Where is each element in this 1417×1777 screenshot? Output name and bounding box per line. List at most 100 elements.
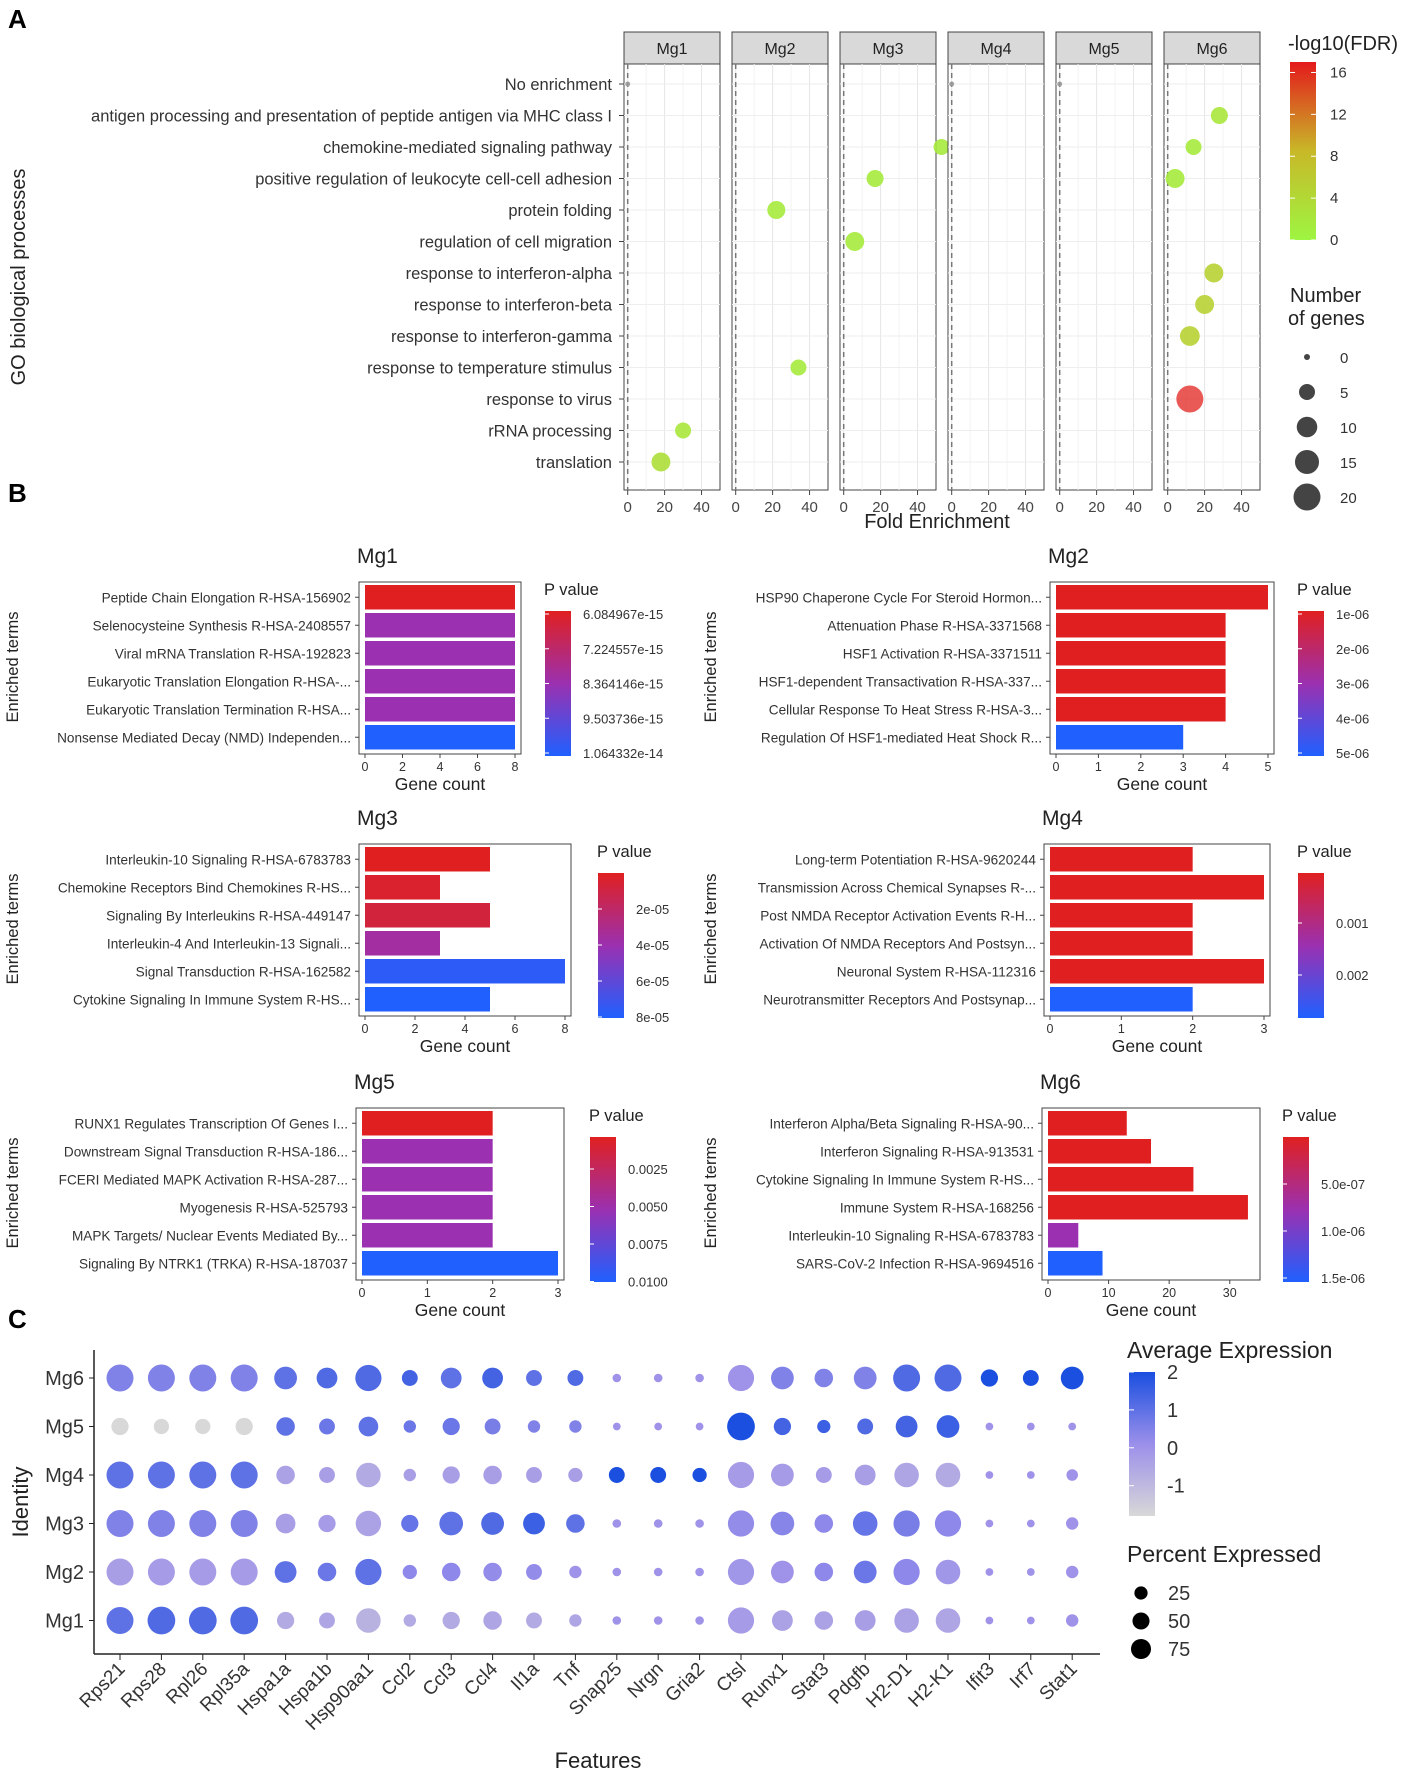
expression-dot bbox=[814, 1611, 834, 1630]
bar-label: Chemokine Receptors Bind Chemokines R-HS… bbox=[58, 880, 351, 895]
expression-dot bbox=[1026, 1568, 1035, 1576]
expression-dot bbox=[401, 1514, 419, 1533]
expression-dot bbox=[356, 1462, 381, 1488]
go-point bbox=[625, 81, 631, 87]
go-point bbox=[1185, 139, 1202, 155]
expression-dot bbox=[195, 1418, 211, 1435]
x-tick-label: 40 bbox=[1125, 499, 1142, 516]
identity-label: Mg3 bbox=[45, 1514, 84, 1536]
x-tick-label: 40 bbox=[801, 499, 818, 516]
expression-dot bbox=[695, 1567, 704, 1577]
go-term-label: No enrichment bbox=[505, 76, 613, 94]
x-tick-label: 1 bbox=[424, 1286, 431, 1300]
x-axis-title: Gene count bbox=[395, 774, 486, 794]
go-term-label: response to interferon-gamma bbox=[391, 328, 613, 346]
size-legend-dot bbox=[1294, 449, 1320, 475]
expression-dot bbox=[230, 1461, 258, 1489]
pvalue-legend-label: 6.084967e-15 bbox=[583, 607, 663, 622]
bar-label: Interleukin-10 Signaling R-HSA-6783783 bbox=[105, 852, 351, 867]
x-tick-label: 0 bbox=[1164, 499, 1172, 516]
expression-dot bbox=[934, 1510, 962, 1537]
bar-chart-title: Mg1 bbox=[357, 545, 398, 568]
expression-dot bbox=[727, 1461, 755, 1489]
x-tick-label: 3 bbox=[555, 1286, 562, 1300]
feature-label: Rps21 bbox=[76, 1659, 130, 1713]
expression-dot bbox=[147, 1558, 175, 1586]
x-tick-label: 0 bbox=[732, 499, 740, 516]
bar-label: Post NMDA Receptor Activation Events R-H… bbox=[760, 908, 1036, 923]
bar-label: Neuronal System R-HSA-112316 bbox=[837, 964, 1036, 979]
expression-dot bbox=[189, 1461, 217, 1489]
expression-dot bbox=[483, 1611, 502, 1630]
identity-label: Mg2 bbox=[45, 1562, 84, 1584]
expression-dot bbox=[526, 1564, 542, 1580]
legend-title: P value bbox=[544, 581, 599, 599]
expression-dot bbox=[106, 1510, 134, 1537]
expression-dot bbox=[274, 1561, 297, 1583]
y-axis-title: Enriched terms bbox=[4, 874, 22, 985]
bar bbox=[362, 1111, 493, 1136]
bar bbox=[365, 931, 440, 956]
expression-dot bbox=[235, 1417, 253, 1436]
expression-legend-label: 0 bbox=[1167, 1438, 1178, 1460]
go-point bbox=[790, 359, 807, 376]
bar-label: Downstream Signal Transduction R-HSA-186… bbox=[64, 1144, 348, 1159]
expression-dot bbox=[893, 1510, 920, 1537]
pvalue-legend-label: 0.0100 bbox=[628, 1275, 668, 1290]
go-point bbox=[933, 139, 950, 155]
expression-dot bbox=[526, 1612, 542, 1629]
x-tick-label: 0 bbox=[362, 1022, 369, 1036]
feature-label: Gria2 bbox=[661, 1659, 709, 1707]
bar bbox=[365, 697, 515, 722]
bar bbox=[365, 613, 515, 638]
expression-dot bbox=[527, 1420, 541, 1433]
expression-dot bbox=[356, 1608, 381, 1633]
size-legend-title: Percent Expressed bbox=[1127, 1541, 1321, 1567]
bar bbox=[365, 669, 515, 694]
x-tick-label: 0 bbox=[624, 499, 632, 516]
facet-label: Mg5 bbox=[1088, 41, 1119, 58]
x-tick-label: 0 bbox=[840, 499, 848, 516]
y-axis-title: Enriched terms bbox=[702, 1138, 720, 1249]
expression-dot bbox=[1022, 1370, 1039, 1386]
x-axis-title: Gene count bbox=[1112, 1036, 1203, 1056]
bar bbox=[1050, 903, 1193, 928]
go-point bbox=[675, 422, 692, 439]
bar-label: Nonsense Mediated Decay (NMD) Independen… bbox=[57, 730, 351, 745]
bar bbox=[1056, 725, 1184, 750]
expression-dot bbox=[853, 1366, 877, 1390]
go-point bbox=[866, 169, 884, 188]
legend-title: P value bbox=[1282, 1107, 1337, 1125]
go-point bbox=[1176, 385, 1204, 413]
expression-dot bbox=[985, 1568, 994, 1576]
panel-letter-b: B bbox=[8, 478, 27, 508]
pvalue-legend-label: 1.064332e-14 bbox=[583, 746, 663, 761]
size-legend-label: 5 bbox=[1340, 385, 1348, 402]
feature-label: Tnf bbox=[551, 1658, 586, 1693]
expression-legend-label: 1 bbox=[1167, 1400, 1178, 1422]
expression-dot bbox=[569, 1565, 582, 1579]
panel-letter-a: A bbox=[8, 4, 27, 34]
expression-dot bbox=[568, 1467, 583, 1483]
pvalue-legend-bar bbox=[1283, 1137, 1309, 1282]
bar bbox=[1050, 987, 1193, 1012]
size-legend-dot bbox=[1296, 416, 1318, 438]
expression-dot bbox=[695, 1519, 704, 1528]
bar bbox=[1056, 641, 1226, 666]
facet-panel bbox=[947, 63, 1045, 491]
legend-title: P value bbox=[597, 843, 652, 861]
pvalue-legend-label: 0.001 bbox=[1336, 916, 1369, 931]
facet-strip bbox=[623, 31, 721, 65]
expression-dot bbox=[401, 1370, 418, 1386]
expression-dot bbox=[852, 1511, 878, 1536]
facet-label: Mg6 bbox=[1196, 41, 1227, 58]
bar-label: Signaling By NTRK1 (TRKA) R-HSA-187037 bbox=[79, 1256, 348, 1271]
bar-label: Activation Of NMDA Receptors And Postsyn… bbox=[759, 936, 1036, 951]
x-tick-label: 10 bbox=[1102, 1286, 1116, 1300]
expression-dot bbox=[770, 1511, 795, 1536]
feature-label: Stat1 bbox=[1036, 1659, 1082, 1705]
bar bbox=[1050, 875, 1264, 900]
x-tick-label: 4 bbox=[462, 1022, 469, 1036]
size-legend-label: 0 bbox=[1340, 350, 1348, 367]
